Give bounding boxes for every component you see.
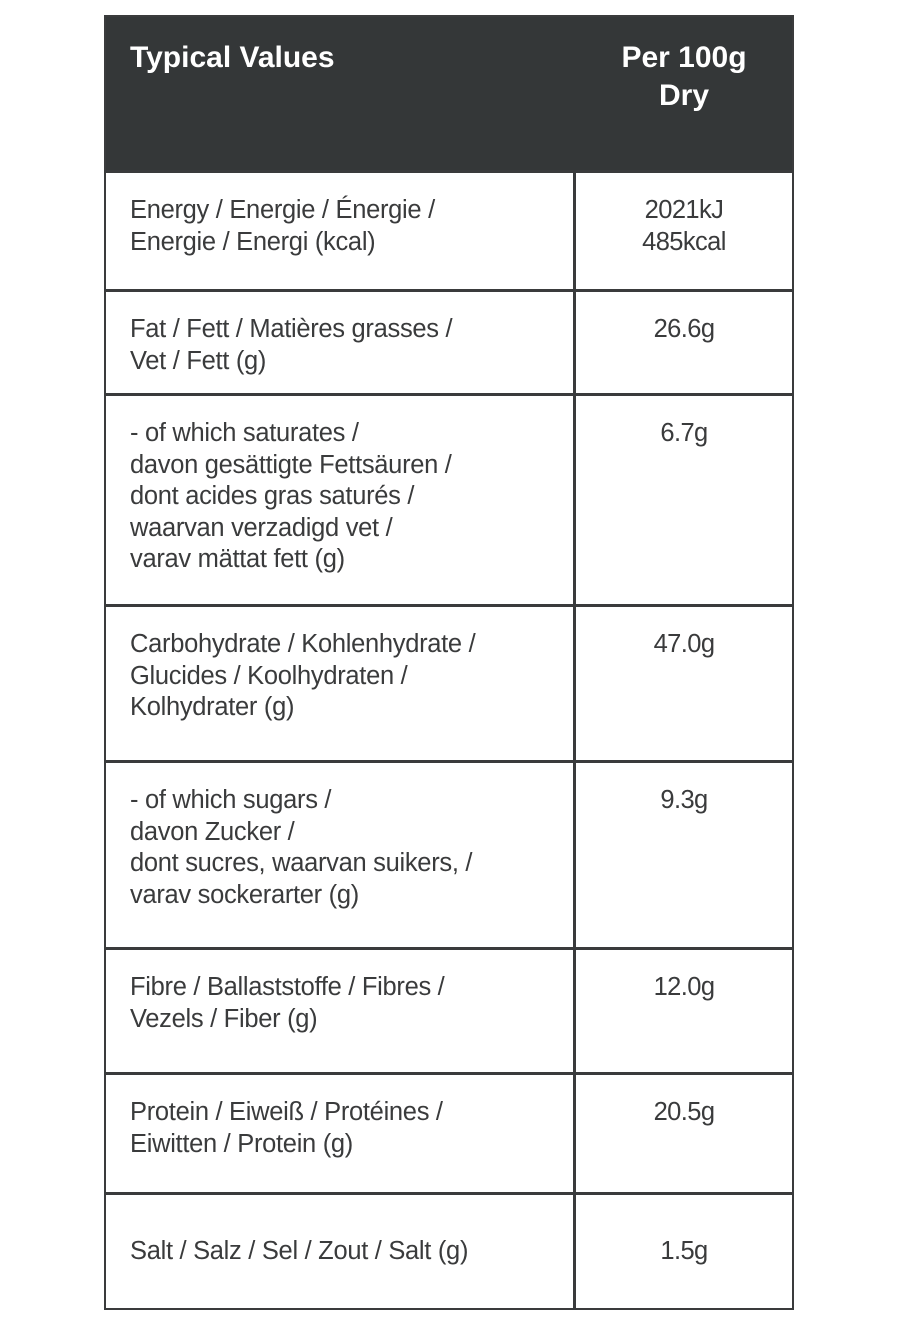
- nutrient-label-line: varav mättat fett (g): [130, 545, 345, 573]
- nutrient-value: 9.3g: [576, 763, 792, 947]
- nutrient-label-line: Carbohydrate / Kohlenhydrate /: [130, 630, 476, 658]
- table-row: Carbohydrate / Kohlenhydrate / Glucides /…: [106, 604, 792, 760]
- nutrient-label: Fat / Fett / Matières grasses / Vet / Fet…: [106, 292, 576, 393]
- nutrient-value-line: 485kcal: [642, 227, 726, 256]
- nutrient-value: 12.0g: [576, 950, 792, 1072]
- nutrient-value-line: 6.7g: [660, 419, 708, 447]
- nutrient-value-line: 2021kJ: [644, 196, 724, 224]
- nutrient-label-line: dont sucres, waarvan suikers, /: [130, 849, 473, 877]
- nutrient-label: - of which sugars / davon Zucker / dont su…: [106, 763, 576, 947]
- table-row: Fat / Fett / Matières grasses / Vet / Fet…: [106, 289, 792, 393]
- nutrient-value-line: 47.0g: [653, 630, 715, 658]
- nutrient-value: 2021kJ 485kcal: [576, 173, 792, 289]
- nutrient-label-line: varav sockerarter (g): [130, 880, 359, 909]
- table-row: Energy / Energie / Énergie / Energie / En…: [106, 170, 792, 289]
- nutrient-value-line: 12.0g: [653, 973, 715, 1001]
- nutrient-value-line: 1.5g: [660, 1236, 708, 1265]
- nutrient-label-line: Fat / Fett / Matières grasses /: [130, 315, 453, 343]
- nutrient-value: 47.0g: [576, 607, 792, 760]
- nutrient-label-line: Energy / Energie / Énergie /: [130, 196, 435, 224]
- table-row: Fibre / Ballaststoffe / Fibres / Vezels /…: [106, 947, 792, 1072]
- table-row: Protein / Eiweiß / Protéines / Eiwitten /…: [106, 1072, 792, 1192]
- table-row: Salt / Salz / Sel / Zout / Salt (g) 1.5g: [106, 1192, 792, 1308]
- nutrient-label-line: Glucides / Koolhydraten /: [130, 661, 408, 690]
- nutrient-label-line: Protein / Eiweiß / Protéines /: [130, 1098, 443, 1126]
- nutrient-label-line: waarvan verzadigd vet /: [130, 513, 393, 542]
- header-label: Typical Values: [130, 41, 335, 74]
- nutrient-label-line: Salt / Salz / Sel / Zout / Salt (g): [130, 1236, 469, 1265]
- nutrient-value-line: 26.6g: [653, 315, 715, 343]
- header-value: Per 100g Dry: [576, 17, 792, 170]
- nutrient-label: Energy / Energie / Énergie / Energie / En…: [106, 173, 576, 289]
- nutrient-label-line: Energie / Energi (kcal): [130, 227, 376, 256]
- nutrient-label-line: Kolhydrater (g): [130, 693, 295, 721]
- nutrient-label-line: dont acides gras saturés /: [130, 482, 415, 510]
- nutrient-label: - of which saturates / davon gesättigte F…: [106, 396, 576, 604]
- nutrient-label-line: Eiwitten / Protein (g): [130, 1129, 353, 1158]
- nutrient-value: 6.7g: [576, 396, 792, 604]
- nutrient-label-line: Vezels / Fiber (g): [130, 1004, 318, 1033]
- nutrient-label-line: davon Zucker /: [130, 817, 295, 846]
- nutrient-label-line: Vet / Fett (g): [130, 346, 267, 375]
- header-value-line: Dry: [658, 79, 710, 112]
- nutrient-value-line: 9.3g: [660, 786, 708, 814]
- nutrient-value: 26.6g: [576, 292, 792, 393]
- nutrient-label: Protein / Eiweiß / Protéines / Eiwitten /…: [106, 1075, 576, 1192]
- nutrient-value: 1.5g: [576, 1195, 792, 1308]
- header-value-line: Per 100g: [621, 41, 747, 74]
- table-row: - of which sugars / davon Zucker / dont su…: [106, 760, 792, 947]
- nutrient-label-line: davon gesättigte Fettsäuren /: [130, 450, 452, 479]
- nutrient-label: Salt / Salz / Sel / Zout / Salt (g): [106, 1195, 576, 1308]
- nutrient-value-line: 20.5g: [653, 1098, 715, 1126]
- nutrient-label: Carbohydrate / Kohlenhydrate / Glucides /…: [106, 607, 576, 760]
- nutrition-table: Typical Values Per 100g Dry Energy / Ene…: [104, 15, 794, 1310]
- nutrient-label: Fibre / Ballaststoffe / Fibres / Vezels /…: [106, 950, 576, 1072]
- table-header: Typical Values Per 100g Dry: [106, 17, 792, 170]
- nutrient-label-line: - of which saturates /: [130, 419, 359, 447]
- table-row: - of which saturates / davon gesättigte F…: [106, 393, 792, 604]
- nutrient-label-line: Fibre / Ballaststoffe / Fibres /: [130, 973, 445, 1001]
- nutrient-value: 20.5g: [576, 1075, 792, 1192]
- nutrient-label-line: - of which sugars /: [130, 786, 332, 814]
